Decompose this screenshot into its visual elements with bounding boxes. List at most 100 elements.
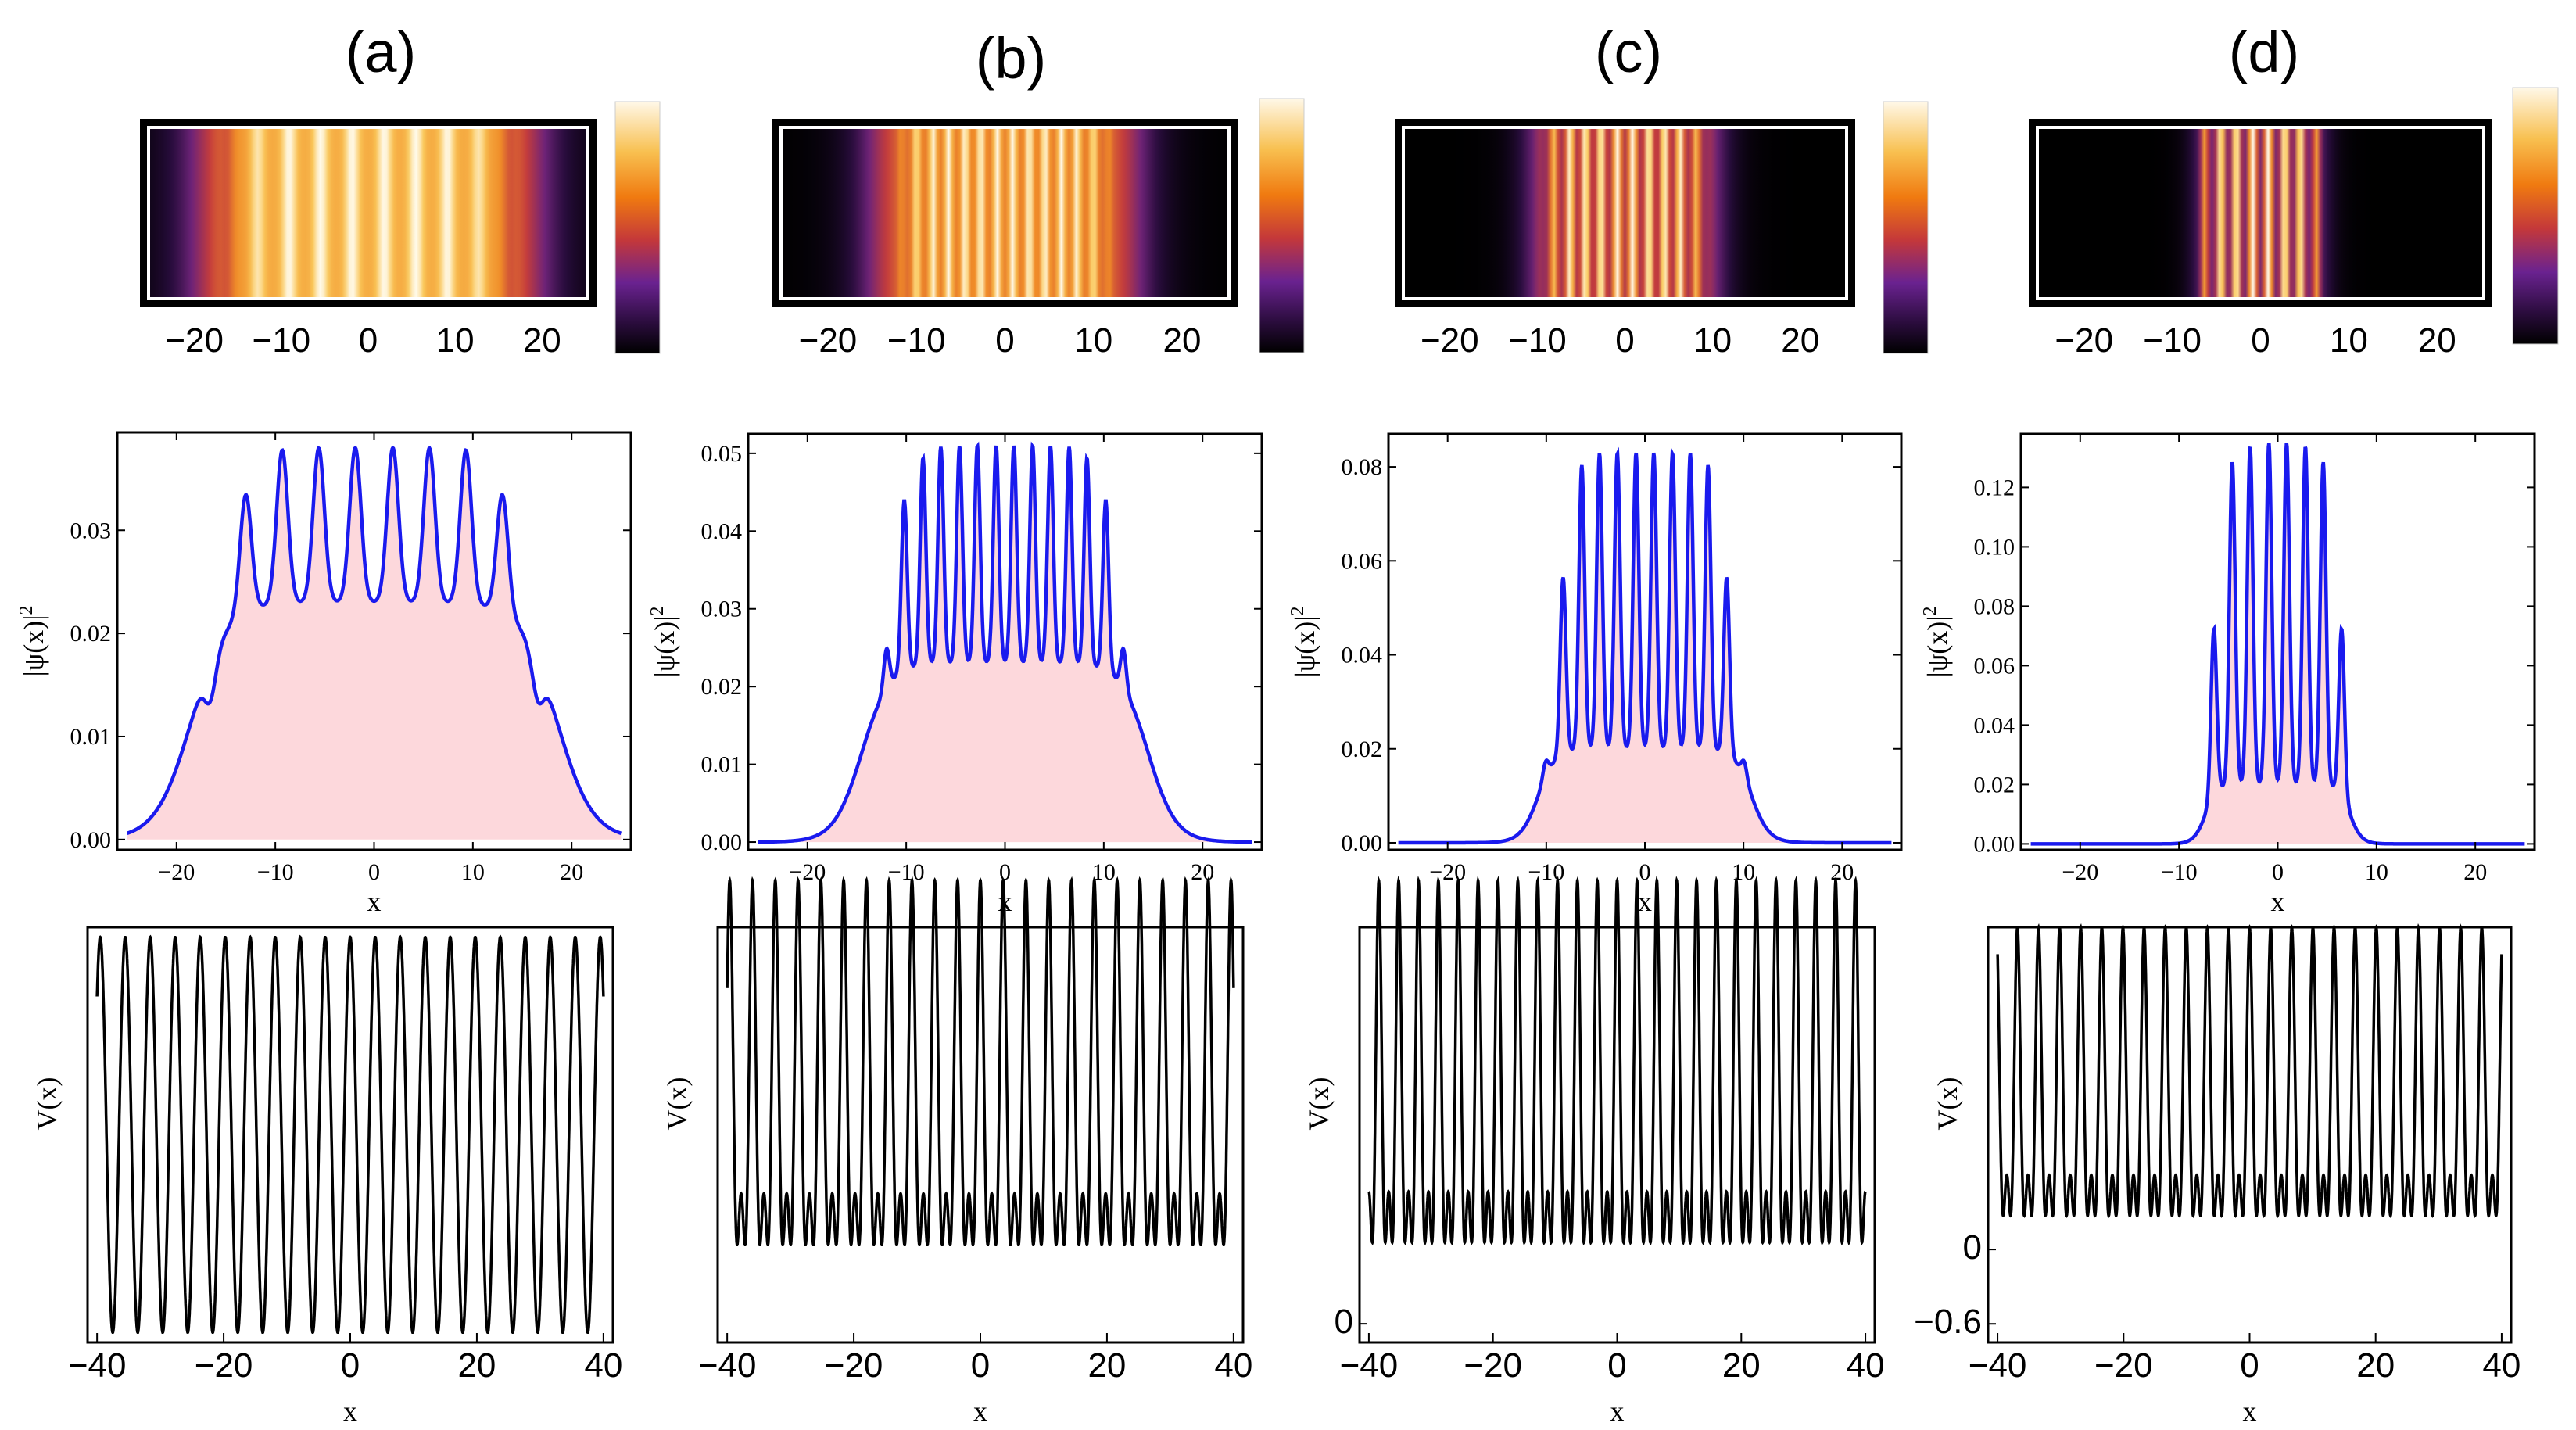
heatmap-xtick-label: −20 [799,321,858,360]
heatmap-xtick-label: 0 [2251,321,2270,360]
xtick-label: 40 [1214,1346,1252,1385]
xtick-label: −20 [825,1346,883,1385]
ytick-label: 0.02 [1342,737,1383,762]
xtick-label: 0 [971,1346,990,1385]
ytick-label: 0.00 [1342,830,1383,856]
density-panel-c: −20 −10 0 10 200.000.020.040.060.08x|ψ(x)|2 [1288,432,1903,917]
panel-label-d: (d) [2229,20,2299,84]
ytick-label: 0 [1335,1303,1353,1341]
heatmap-xtick-label: 0 [1615,321,1634,360]
xtick-label: 40 [2482,1346,2520,1385]
ytick-label: 0.02 [1974,772,2015,797]
ytick-label: 0.02 [701,674,743,700]
potential-row: −40 −20 0 20 40 x V(x) −40 −20 0 20 40 x V(x) −40 −20 0 2… [31,876,2520,1427]
xtick-label: 0 [1607,1346,1626,1385]
xtick-label: −40 [68,1346,127,1385]
density-fill [1398,453,1892,843]
colorbar [1259,98,1305,353]
xtick-label: 40 [584,1346,622,1385]
density-curve [2030,443,2525,846]
heatmap-xtick-label: 10 [1074,321,1112,360]
density-heatmap-row: −20 −10 0 10 20 −20 −10 0 10 20 −20 −10 0 10 20 −20 −10 0… [140,87,2559,360]
xtick-label: 10 [1092,859,1116,885]
yaxis-label: |ψ(x)|2 [1920,607,1953,678]
heatmap-xtick-label: 20 [2418,321,2456,360]
xaxis-label: x [343,1396,357,1427]
xtick-label: −40 [698,1346,757,1385]
xtick-label: −10 [257,859,294,885]
heatmap-panel-b: −20 −10 0 10 20 [772,98,1305,360]
colorbar [614,101,661,354]
heatmap-panel-a: −20 −10 0 10 20 [140,101,661,360]
heatmap-xtick-label: −10 [1508,321,1567,360]
xtick-label: 20 [2463,859,2487,885]
xaxis-label: x [1610,1396,1625,1427]
xtick-label: −20 [2094,1346,2153,1385]
heatmap-xtick-label: 10 [436,321,475,360]
ytick-label: 0.00 [70,827,112,853]
heatmap-xtick-label: 20 [1781,321,1819,360]
yaxis-label: |ψ(x)|2 [1288,607,1320,678]
density-curve [1398,446,1892,845]
heatmap-xtick-label: 20 [523,321,561,360]
yaxis-label-base: |ψ(x)| [649,616,680,678]
heatmap-xtick-label: −20 [1421,321,1479,360]
density-profile-row: −20 −10 0 10 200.000.010.020.03x|ψ(x)|2−20 −1… [16,431,2536,917]
heatmap-density-band [1402,126,1848,300]
yaxis-label-base: |ψ(x)| [1289,616,1320,678]
yaxis-label-base: |ψ(x)| [1922,616,1953,678]
heatmap-inner-frame [1402,126,1848,300]
yaxis-label-exponent: 2 [1288,607,1308,616]
yaxis-label-exponent: 2 [647,607,668,616]
density-panel-a: −20 −10 0 10 20 0.00 0.01 0.02 0.03 x |ψ(x)|2 [16,431,632,917]
ytick-label: 0.04 [1342,643,1383,668]
heatmap-density-band [147,126,589,300]
ytick-label: 0.00 [701,830,743,855]
xtick-label: 10 [2365,859,2388,885]
panel-label-b: (b) [976,26,1046,91]
yaxis-label: V(x) [1303,1077,1335,1131]
xtick-label: −10 [1528,859,1564,885]
heatmap-xtick-label: 10 [1693,321,1732,360]
potential-panel-b: −40 −20 0 20 40 x V(x) [661,876,1252,1427]
xaxis-label: x [2271,886,2285,917]
density-fill [127,447,622,840]
xtick-label: 20 [1191,859,1214,885]
xtick-label: 0 [2272,859,2284,885]
yaxis-label-exponent: 2 [1920,607,1940,616]
xaxis-label: x [973,1396,987,1427]
ytick-label: 0 [1963,1228,1982,1267]
heatmap-xtick-label: −10 [253,321,311,360]
ytick-label: 0.03 [70,518,112,543]
heatmap-frame [772,119,1238,307]
ytick-label: 0.00 [1974,831,2015,857]
xtick-label: −20 [158,859,195,885]
potential-curve [1996,923,2503,1218]
heatmap-inner-frame [2036,126,2485,300]
potential-curve [726,876,1235,1246]
heatmap-panel-c: −20 −10 0 10 20 [1395,101,1929,360]
ytick-label: 0.10 [1974,534,2015,560]
heatmap-xtick-label: −10 [887,321,946,360]
heatmap-xtick-label: −20 [2055,321,2113,360]
xtick-label: 20 [1087,1346,1126,1385]
yaxis-label: |ψ(x)|2 [647,607,680,678]
xaxis-label: x [367,886,382,917]
panel-label-c: (c) [1595,20,1662,84]
ytick-label: 0.08 [1974,593,2015,619]
ytick-label: 0.04 [701,518,743,544]
ytick-label: 0.01 [701,752,743,778]
heatmap-xtick-label: −10 [2143,321,2202,360]
xaxis-label: x [1638,886,1652,917]
potential-panel-c: −40 −20 0 20 40 0 x V(x) [1303,876,1885,1427]
xtick-label: −10 [2161,859,2198,885]
density-panel-b: −20 −10 0 10 200.000.010.020.030.040.05x|ψ(x… [647,432,1263,917]
xtick-label: 0 [368,859,380,885]
ytick-label: −0.6 [1914,1303,1982,1341]
heatmap-xtick-label: 0 [995,321,1014,360]
heatmap-inner-frame [147,126,589,300]
heatmap-frame [1395,119,1855,307]
ytick-label: 0.12 [1974,475,2015,500]
xtick-label: 0 [341,1346,360,1385]
